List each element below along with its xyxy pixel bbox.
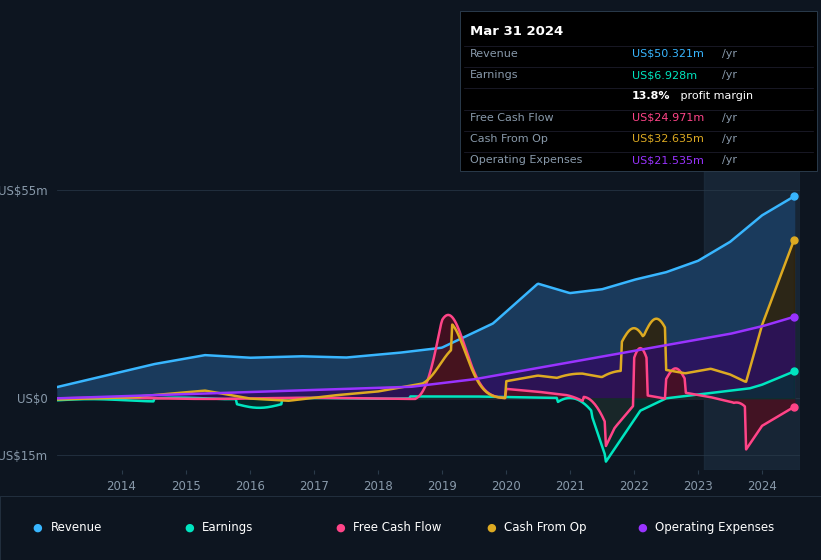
Text: ●: ●: [33, 523, 43, 533]
Text: ●: ●: [486, 523, 496, 533]
Text: US$6.928m: US$6.928m: [632, 70, 697, 80]
Text: US$21.535m: US$21.535m: [632, 155, 704, 165]
Text: /yr: /yr: [722, 49, 737, 59]
Text: Earnings: Earnings: [202, 521, 254, 534]
Text: Cash From Op: Cash From Op: [504, 521, 586, 534]
Text: ●: ●: [335, 523, 345, 533]
Text: /yr: /yr: [722, 134, 737, 144]
Text: US$32.635m: US$32.635m: [632, 134, 704, 144]
Text: /yr: /yr: [722, 113, 737, 123]
Text: /yr: /yr: [722, 70, 737, 80]
Text: Mar 31 2024: Mar 31 2024: [470, 25, 563, 38]
Text: Free Cash Flow: Free Cash Flow: [470, 113, 553, 123]
Text: Cash From Op: Cash From Op: [470, 134, 548, 144]
Text: profit margin: profit margin: [677, 91, 754, 101]
Text: Free Cash Flow: Free Cash Flow: [353, 521, 442, 534]
Text: ●: ●: [637, 523, 647, 533]
Text: Revenue: Revenue: [470, 49, 518, 59]
Text: Earnings: Earnings: [470, 70, 518, 80]
Text: US$50.321m: US$50.321m: [632, 49, 704, 59]
Text: US$24.971m: US$24.971m: [632, 113, 704, 123]
Text: ●: ●: [184, 523, 194, 533]
Text: Operating Expenses: Operating Expenses: [655, 521, 774, 534]
Text: Revenue: Revenue: [51, 521, 103, 534]
Bar: [704, 171, 800, 470]
Text: /yr: /yr: [722, 155, 737, 165]
Text: 13.8%: 13.8%: [632, 91, 671, 101]
Text: Operating Expenses: Operating Expenses: [470, 155, 582, 165]
